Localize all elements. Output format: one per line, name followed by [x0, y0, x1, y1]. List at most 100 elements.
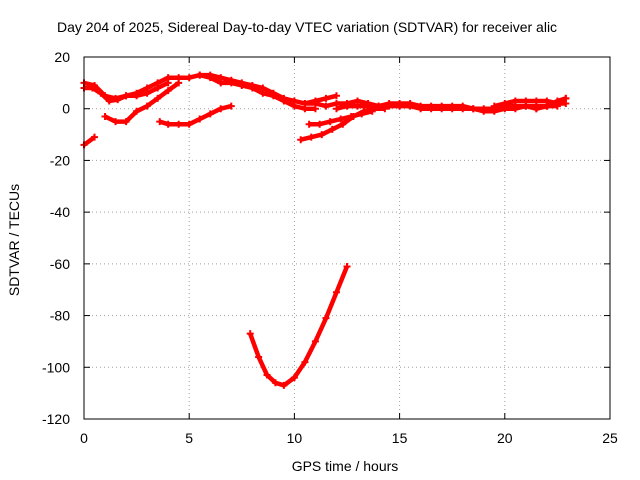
data-layer [80, 71, 570, 389]
data-point [543, 102, 551, 110]
data-point [164, 120, 172, 128]
data-series-0 [84, 72, 316, 111]
data-point [339, 120, 347, 128]
data-point [501, 100, 509, 108]
data-point [332, 105, 340, 113]
data-point [217, 74, 225, 82]
data-point [280, 94, 288, 102]
data-point [322, 94, 330, 102]
data-point [459, 105, 467, 113]
data-point [133, 107, 141, 115]
data-point [255, 353, 263, 361]
data-point [448, 105, 456, 113]
x-tick-label: 20 [497, 430, 513, 446]
x-tick-label: 10 [287, 430, 303, 446]
data-point [164, 79, 172, 87]
data-point [375, 102, 383, 110]
data-point [532, 97, 540, 105]
grid-lines [84, 57, 610, 419]
data-point [469, 105, 477, 113]
data-point [311, 337, 319, 345]
data-series-12 [535, 96, 567, 111]
data-point [328, 125, 336, 133]
data-point [322, 102, 330, 110]
data-point [156, 118, 164, 126]
data-point [318, 131, 326, 139]
x-tick-label: 25 [602, 430, 618, 446]
data-point [112, 94, 120, 102]
data-point [427, 105, 435, 113]
x-axis-label: GPS time / hours [292, 458, 399, 474]
x-tick-label: 5 [185, 430, 193, 446]
data-point [347, 112, 355, 120]
data-point [263, 371, 271, 379]
data-point [532, 105, 540, 113]
data-point [185, 74, 193, 82]
data-point [553, 97, 561, 105]
data-point [385, 102, 393, 110]
y-tick-label: -60 [50, 256, 70, 272]
data-point [301, 358, 309, 366]
data-point [368, 107, 376, 115]
y-tick-label: 0 [62, 101, 70, 117]
data-point [490, 102, 498, 110]
data-point [175, 79, 183, 87]
data-point [301, 100, 309, 108]
data-point [280, 381, 288, 389]
y-tick-label: 20 [54, 49, 70, 65]
data-point [269, 89, 277, 97]
data-point [562, 94, 570, 102]
data-point [217, 105, 225, 113]
data-point [246, 330, 254, 338]
data-point [307, 133, 315, 141]
data-point [417, 105, 425, 113]
y-axis-label: SDTVAR / TECUs [6, 184, 22, 296]
y-tick-label: -80 [50, 308, 70, 324]
data-point [91, 81, 99, 89]
data-point [185, 120, 193, 128]
data-point [122, 92, 130, 100]
data-point [343, 262, 351, 270]
data-point [248, 81, 256, 89]
data-point [133, 92, 141, 100]
data-point [290, 374, 298, 382]
y-tick-label: -20 [50, 152, 70, 168]
data-point [364, 102, 372, 110]
data-point [354, 102, 362, 110]
data-point [358, 110, 366, 118]
data-point [297, 136, 305, 144]
data-point [238, 79, 246, 87]
data-point [154, 84, 162, 92]
data-point [322, 314, 330, 322]
data-point [196, 115, 204, 123]
data-point [438, 105, 446, 113]
data-point [101, 112, 109, 120]
y-tick-label: -100 [42, 359, 70, 375]
x-tick-label: 15 [392, 430, 408, 446]
data-point [122, 118, 130, 126]
data-point [175, 120, 183, 128]
data-point [259, 84, 267, 92]
data-point [511, 97, 519, 105]
data-point [305, 120, 313, 128]
data-point [143, 102, 151, 110]
data-point [154, 94, 162, 102]
data-point [522, 97, 530, 105]
data-point [164, 87, 172, 95]
data-point [406, 102, 414, 110]
y-tick-label: -40 [50, 204, 70, 220]
data-point [196, 71, 204, 79]
data-point [271, 379, 279, 387]
data-point [206, 71, 214, 79]
axis-ticks: 0 5 10 15 20 25 -120 -100 -80 -60 -40 -20 0 20 [42, 49, 618, 446]
data-point [101, 92, 109, 100]
data-point [91, 133, 99, 141]
data-point [343, 102, 351, 110]
data-point [480, 107, 488, 115]
data-point [206, 110, 214, 118]
data-point [112, 118, 120, 126]
data-point [227, 102, 235, 110]
data-point [143, 89, 151, 97]
data-point [332, 92, 340, 100]
chart-title: Day 204 of 2025, Sidereal Day-to-day VTE… [57, 19, 557, 35]
